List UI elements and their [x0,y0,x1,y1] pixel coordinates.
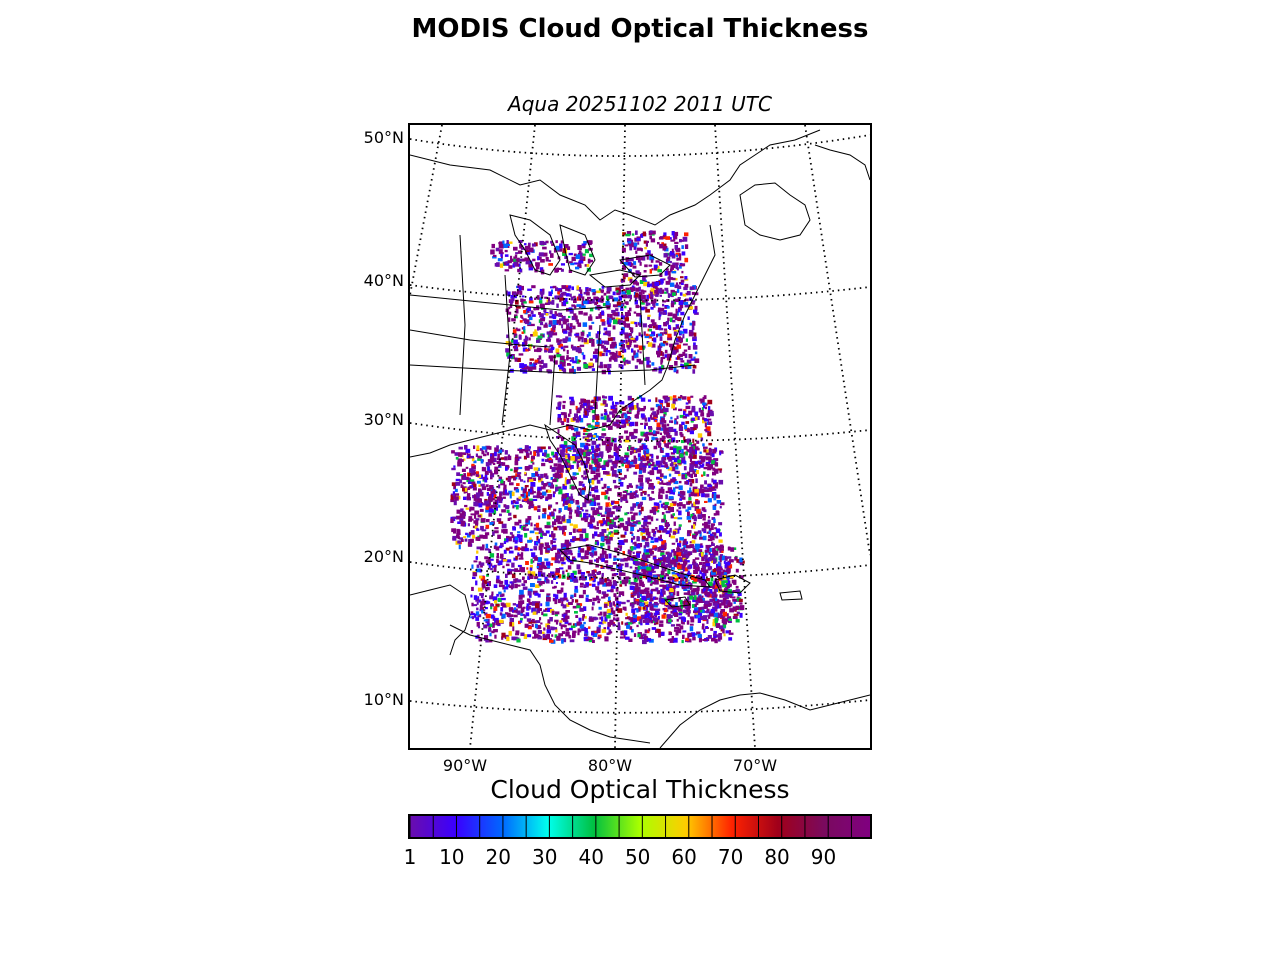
cloud-swath-layer [450,230,745,645]
colorbar-tick-label: 10 [439,845,465,869]
colorbar-gradient [410,816,870,837]
colorbar-tick-label: 50 [624,845,651,869]
coastline-layer [410,129,870,748]
lat-label-30n: 30°N [363,410,404,429]
lat-label-20n: 20°N [363,547,404,566]
lat-label-50n: 50°N [363,128,404,147]
lon-label-80w: 80°W [587,756,633,775]
chart-title: MODIS Cloud Optical Thickness [411,14,869,44]
map-canvas [410,125,870,748]
lat-label-40n: 40°N [363,271,404,290]
colorbar-tick-label: 60 [671,845,697,869]
graticule-layer [410,125,870,748]
colorbar-tick-label: 20 [485,845,512,869]
chart-subtitle: Aqua 20251102 2011 UTC [508,92,772,116]
lat-label-10n: 10°N [363,690,404,709]
colorbar-tick-label: 30 [532,845,558,869]
colorbar-tick-label: 40 [578,845,604,869]
colorbar-tick-label: 1 [403,845,417,869]
lon-label-90w: 90°W [442,756,488,775]
colorbar-title: Cloud Optical Thickness [490,775,790,804]
colorbar-tick-label: 90 [810,845,837,869]
colorbar [408,814,872,839]
colorbar-tick-label: 70 [717,845,744,869]
lon-label-70w: 70°W [732,756,778,775]
map-panel [408,123,872,750]
colorbar-tick-label: 80 [764,845,790,869]
